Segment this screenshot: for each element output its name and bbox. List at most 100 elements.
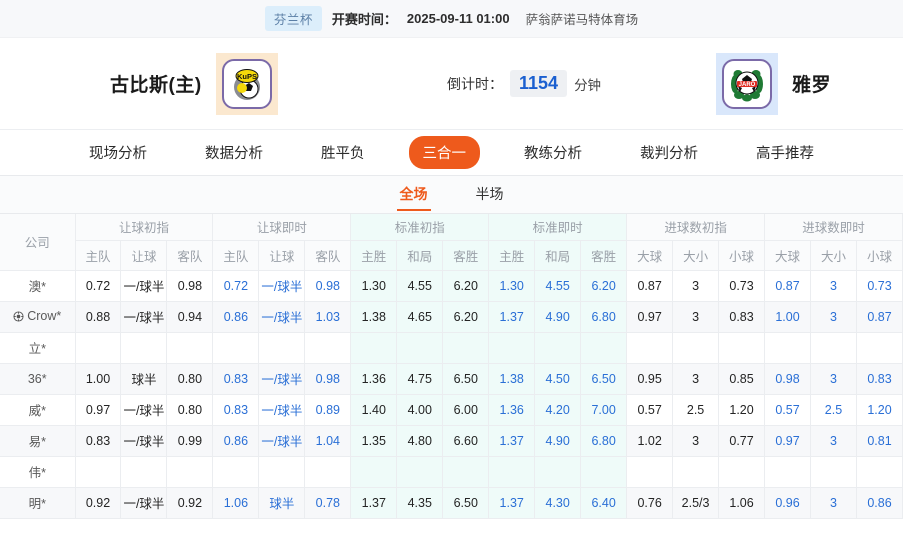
company-name: 明*: [28, 497, 46, 511]
odds-cell: 0.97: [764, 425, 811, 457]
odds-cell: [534, 332, 582, 364]
odds-cell: [810, 332, 857, 364]
table-row[interactable]: Crow* 0.88 一/球半 0.94 0.86 一/球半 1.03 1.38 4.65 6.2…: [0, 301, 903, 333]
odds-cell: 4.80: [396, 425, 444, 457]
odds-cell: [258, 456, 306, 488]
odds-cell: [856, 332, 903, 364]
odds-cell: 1.37: [488, 487, 536, 519]
odds-table: 公司 让球初指 让球即时 标准初指 标准即时 进球数初指 进球数即时 主队 让球 客队 主队 让球客…: [0, 214, 903, 519]
kickoff-label: 开赛时间：: [331, 12, 397, 27]
nav-item-2[interactable]: 胜平负: [321, 146, 365, 162]
company-cell[interactable]: 威*: [0, 394, 76, 426]
group-header-4: 进球数初指: [626, 214, 766, 241]
odds-cell: 4.35: [396, 487, 444, 519]
odds-cell: [626, 332, 674, 364]
odds-cell: [764, 332, 811, 364]
table-row[interactable]: 36* 1.00 球半 0.80 0.83 一/球半 0.98 1.36 4.75 6.50 1.3…: [0, 363, 903, 395]
col-header-5-1: 大小: [810, 240, 857, 271]
company-name: 立*: [28, 342, 46, 356]
countdown-unit: 分钟: [574, 77, 602, 93]
subnav-item-0[interactable]: 全场: [400, 184, 428, 211]
main-nav: 现场分析 数据分析 胜平负 三合一 教练分析 裁判分析 高手推荐: [0, 130, 903, 176]
away-team-name: 雅罗: [791, 75, 831, 96]
col-header-0-2: 客队: [166, 240, 214, 271]
company-cell[interactable]: 立*: [0, 332, 76, 364]
odds-cell: 0.87: [626, 270, 674, 302]
col-header-5-2: 小球: [856, 240, 903, 271]
odds-cell: [258, 332, 306, 364]
group-header-row: 公司 让球初指 让球即时 标准初指 标准即时 进球数初指 进球数即时: [0, 214, 903, 271]
company-cell[interactable]: 澳*: [0, 270, 76, 302]
odds-cell: 0.97: [75, 394, 122, 426]
company-cell[interactable]: 明*: [0, 487, 76, 519]
company-cell[interactable]: 36*: [0, 363, 76, 395]
odds-cell: 球半: [120, 363, 168, 395]
odds-cell: [810, 456, 857, 488]
nav-item-1[interactable]: 数据分析: [205, 146, 263, 162]
odds-cell: 1.37: [488, 425, 536, 457]
company-cell[interactable]: 易*: [0, 425, 76, 457]
table-row[interactable]: 澳* 0.72 一/球半 0.98 0.72 一/球半 0.98 1.30 4.55 6.20 1.…: [0, 270, 903, 302]
company-cell[interactable]: 伟*: [0, 456, 76, 488]
odds-cell: 0.72: [75, 270, 122, 302]
table-row[interactable]: 威* 0.97 一/球半 0.80 0.83 一/球半 0.89 1.40 4.00 6.00 1.…: [0, 394, 903, 426]
odds-cell: 0.95: [626, 363, 674, 395]
kups-logo-icon: KuPS: [233, 68, 260, 100]
odds-cell: [718, 332, 766, 364]
odds-cell: 一/球半: [258, 270, 306, 302]
odds-cell: 0.76: [626, 487, 674, 519]
nav-item-5[interactable]: 裁判分析: [640, 146, 698, 162]
odds-cell: 0.83: [75, 425, 122, 457]
odds-cell: 4.55: [396, 270, 444, 302]
subnav-item-1[interactable]: 半场: [475, 186, 504, 202]
odds-cell: [718, 456, 766, 488]
company-name: Crow*: [27, 308, 62, 323]
kickoff-time: 2025-09-11 01:00: [406, 11, 510, 26]
odds-cell: [580, 456, 628, 488]
col-header-0-0: 主队: [75, 240, 122, 271]
col-header-4-1: 大小: [672, 240, 720, 271]
nav-item-6[interactable]: 高手推荐: [756, 146, 814, 162]
table-row[interactable]: 易* 0.83 一/球半 0.99 0.86 一/球半 1.04 1.35 4.80 6.60 1.…: [0, 425, 903, 457]
odds-cell: 1.03: [304, 301, 352, 333]
odds-cell: [672, 332, 720, 364]
odds-cell: [350, 456, 398, 488]
col-header-4-2: 小球: [718, 240, 766, 271]
odds-cell: 0.57: [764, 394, 811, 426]
nav-item-3[interactable]: 三合一: [408, 136, 480, 169]
odds-cell: 一/球半: [120, 487, 168, 519]
company-name: 威*: [28, 404, 46, 418]
table-row[interactable]: 伟*: [0, 456, 903, 488]
odds-cell: 4.50: [534, 363, 582, 395]
company-name: 易*: [28, 435, 46, 449]
odds-cell: 0.99: [166, 425, 214, 457]
odds-cell: 1.40: [350, 394, 398, 426]
odds-table-head: 公司 让球初指 让球即时 标准初指 标准即时 进球数初指 进球数即时 主队 让球 客队 主队 让球客…: [0, 214, 903, 271]
odds-cell: [580, 332, 628, 364]
col-header-2-1: 和局: [396, 240, 444, 271]
odds-cell: 一/球半: [120, 301, 168, 333]
odds-cell: 2.5/3: [672, 487, 720, 519]
odds-cell: 1.38: [488, 363, 536, 395]
odds-cell: 1.06: [212, 487, 260, 519]
table-row[interactable]: 立*: [0, 332, 903, 364]
table-row[interactable]: 明* 0.92 一/球半 0.92 1.06 球半 0.78 1.37 4.35 6.50 1.37…: [0, 487, 903, 519]
teams-strip: 古比斯(主) KuPS 倒计时： 1154 分钟: [0, 38, 903, 130]
odds-cell: [856, 456, 903, 488]
odds-cell: 1.30: [350, 270, 398, 302]
odds-cell: 0.81: [856, 425, 903, 457]
col-header-3-1: 和局: [534, 240, 582, 271]
company-cell[interactable]: Crow*: [0, 301, 76, 333]
odds-cell: 一/球半: [120, 394, 168, 426]
venue-name: 萨翁萨诺马特体育场: [525, 13, 639, 27]
odds-cell: 3: [810, 363, 857, 395]
countdown: 倒计时： 1154 分钟: [447, 70, 601, 97]
odds-cell: 0.80: [166, 363, 214, 395]
odds-cell: 0.96: [764, 487, 811, 519]
odds-cell: 6.40: [580, 487, 628, 519]
odds-cell: 0.73: [718, 270, 766, 302]
match-banner: 芬兰杯 开赛时间： 2025-09-11 01:00 萨翁萨诺马特体育场: [0, 0, 903, 38]
nav-item-4[interactable]: 教练分析: [524, 146, 582, 162]
nav-item-0[interactable]: 现场分析: [89, 146, 147, 162]
odds-cell: 3: [672, 270, 720, 302]
